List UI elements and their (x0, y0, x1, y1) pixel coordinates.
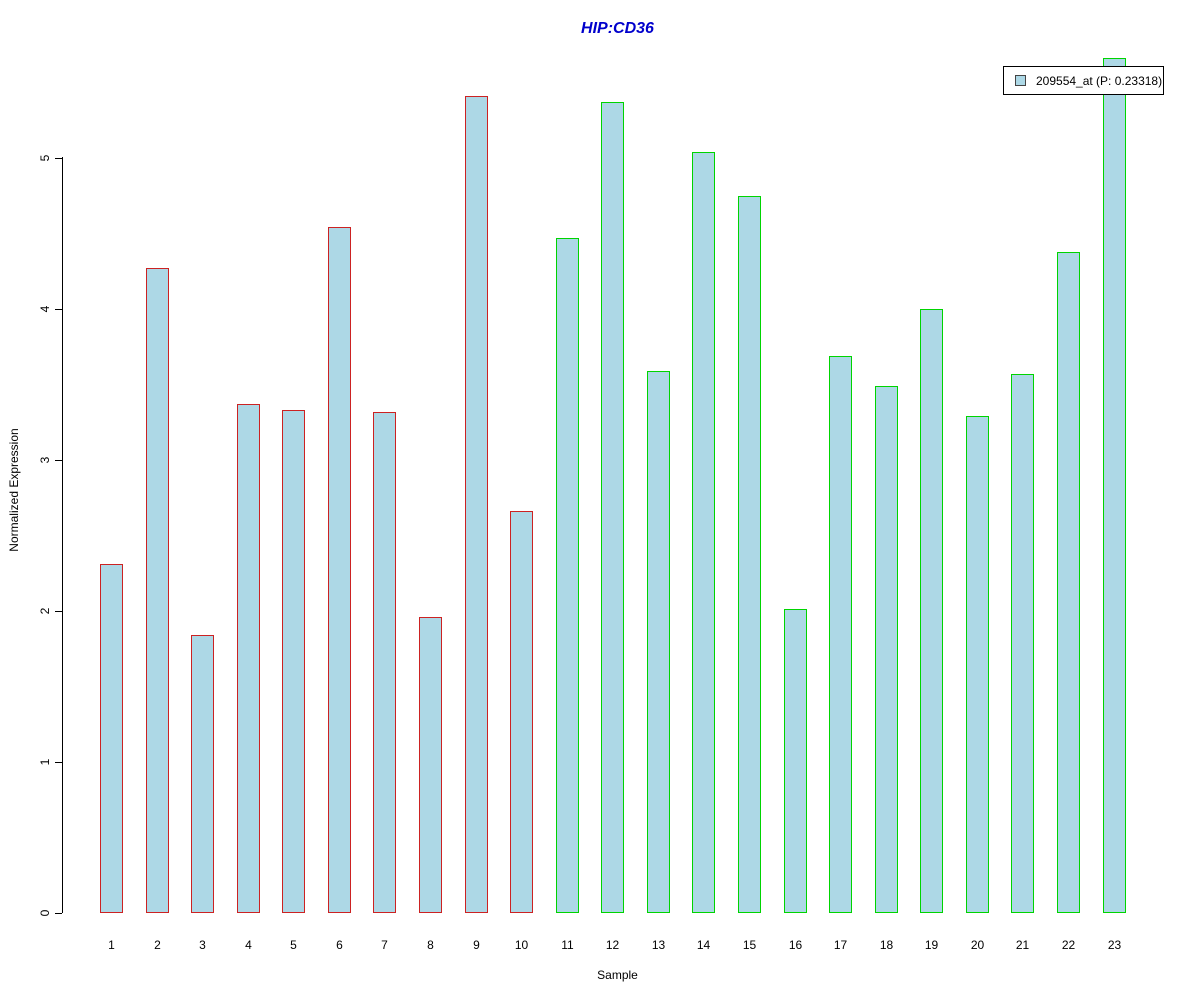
legend-swatch-icon (1015, 75, 1026, 86)
legend: 209554_at (P: 0.23318) (1003, 66, 1164, 95)
x-tick-label-5: 5 (290, 938, 297, 952)
x-tick-label-11: 11 (561, 938, 574, 952)
bar-sample-19 (920, 309, 943, 913)
bar-sample-8 (419, 617, 442, 913)
x-tick-label-13: 13 (651, 938, 666, 952)
bar-sample-17 (829, 356, 852, 913)
x-tick-label-17: 17 (833, 938, 848, 952)
bar-sample-13 (647, 371, 670, 913)
bar-sample-3 (191, 635, 214, 913)
x-tick-label-18: 18 (879, 938, 894, 952)
bar-sample-12 (601, 102, 624, 913)
x-tick-label-22: 22 (1061, 938, 1076, 952)
x-tick-label-15: 15 (742, 938, 757, 952)
x-tick-label-19: 19 (924, 938, 939, 952)
x-tick-label-23: 23 (1107, 938, 1122, 952)
x-tick-label-10: 10 (514, 938, 529, 952)
y-tick-label-0: 0 (38, 909, 52, 917)
bar-sample-2 (146, 268, 169, 913)
x-tick-label-6: 6 (336, 938, 343, 952)
x-axis-label: Sample (597, 968, 638, 982)
x-tick-label-9: 9 (473, 938, 480, 952)
y-tick-label-2: 2 (38, 607, 52, 615)
x-tick-label-8: 8 (427, 938, 434, 952)
y-tick-mark-5 (55, 158, 62, 159)
x-tick-label-20: 20 (970, 938, 985, 952)
legend-label: 209554_at (P: 0.23318) (1036, 73, 1163, 88)
y-tick-label-4: 4 (38, 305, 52, 313)
bar-sample-1 (100, 564, 123, 913)
bar-sample-16 (784, 609, 807, 913)
x-tick-label-4: 4 (245, 938, 252, 952)
y-tick-label-3: 3 (38, 456, 52, 464)
bar-sample-20 (966, 416, 989, 913)
bar-sample-15 (738, 196, 761, 913)
x-tick-label-7: 7 (381, 938, 388, 952)
x-tick-label-12: 12 (605, 938, 620, 952)
bar-sample-4 (237, 404, 260, 913)
bar-sample-22 (1057, 252, 1080, 913)
x-tick-label-3: 3 (199, 938, 206, 952)
bar-sample-10 (510, 511, 533, 913)
bar-sample-11 (556, 238, 579, 913)
chart-title: HIP:CD36 (581, 20, 654, 37)
y-tick-label-5: 5 (38, 154, 52, 162)
x-tick-label-1: 1 (108, 938, 115, 952)
x-tick-label-16: 16 (788, 938, 803, 952)
bar-sample-18 (875, 386, 898, 913)
bar-sample-21 (1011, 374, 1034, 913)
bar-sample-9 (465, 96, 488, 913)
bar-sample-7 (373, 412, 396, 913)
y-tick-label-1: 1 (38, 758, 52, 766)
x-tick-label-14: 14 (696, 938, 711, 952)
x-tick-label-21: 21 (1015, 938, 1030, 952)
y-tick-mark-2 (55, 611, 62, 612)
y-tick-mark-3 (55, 460, 62, 461)
bar-sample-5 (282, 410, 305, 913)
y-tick-mark-4 (55, 309, 62, 310)
y-axis-line (62, 157, 63, 913)
y-tick-mark-0 (55, 913, 62, 914)
x-tick-label-2: 2 (154, 938, 161, 952)
bar-sample-23 (1103, 58, 1126, 913)
bar-sample-6 (328, 227, 351, 913)
y-tick-mark-1 (55, 762, 62, 763)
y-axis-label: Normalized Expression (7, 428, 21, 552)
bar-sample-14 (692, 152, 715, 913)
